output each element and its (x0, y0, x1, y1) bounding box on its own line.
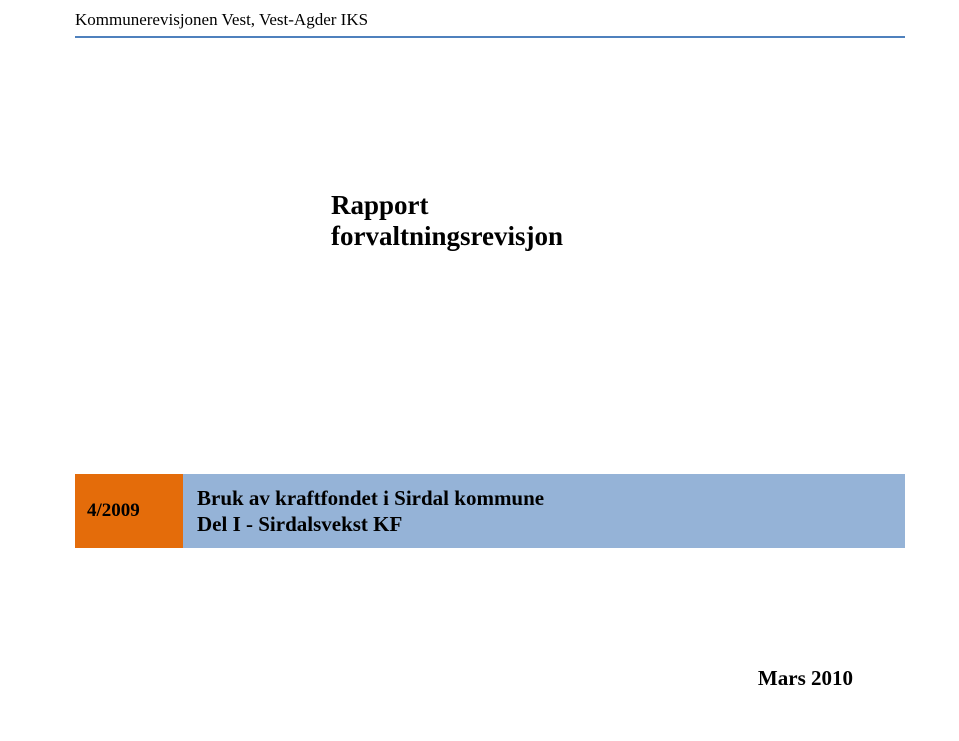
report-title: Rapport forvaltningsrevisjon (331, 190, 563, 252)
report-title-line1: Rapport (331, 190, 563, 221)
report-subject-line2: Del I - Sirdalsvekst KF (197, 511, 905, 537)
report-date: Mars 2010 (758, 666, 853, 691)
report-subject-box: Bruk av kraftfondet i Sirdal kommune Del… (183, 474, 905, 548)
report-number-box: 4/2009 (75, 474, 183, 548)
report-subject-line1: Bruk av kraftfondet i Sirdal kommune (197, 485, 905, 511)
report-number: 4/2009 (87, 500, 140, 522)
header-divider (75, 36, 905, 38)
header-org-name: Kommunerevisjonen Vest, Vest-Agder IKS (75, 10, 368, 30)
document-page: Kommunerevisjonen Vest, Vest-Agder IKS R… (75, 0, 905, 741)
report-title-line2: forvaltningsrevisjon (331, 221, 563, 252)
